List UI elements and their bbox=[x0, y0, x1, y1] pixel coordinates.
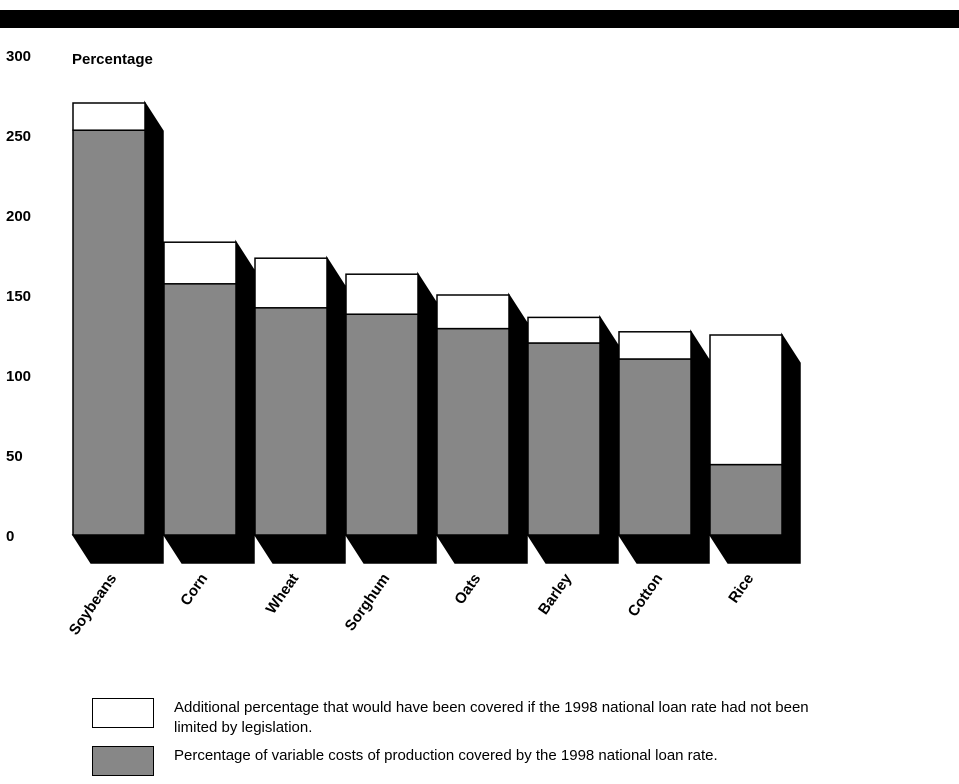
bar-additional bbox=[254, 257, 328, 309]
x-category-label: Oats bbox=[451, 571, 484, 608]
x-axis-categories: Soybeans Corn Wheat Sorghum Oats Barley Cotton… bbox=[66, 570, 758, 638]
y-tick-label: 100 bbox=[6, 368, 31, 385]
bar-additional bbox=[618, 331, 692, 360]
bar-additional bbox=[72, 102, 146, 131]
y-tick-label: 300 bbox=[6, 48, 31, 65]
legend-swatch-white bbox=[92, 698, 154, 728]
bar-additional bbox=[436, 294, 510, 330]
bar-additional bbox=[709, 334, 783, 466]
bar-covered bbox=[618, 358, 692, 536]
bar-covered bbox=[72, 129, 146, 536]
bars bbox=[71, 100, 801, 564]
bar-covered bbox=[436, 327, 510, 536]
bar-chart: Percentage 0 50 100 150 200 250 300 Soybeans Co… bbox=[6, 48, 801, 638]
x-category-label: Sorghum bbox=[342, 571, 394, 635]
bar-covered bbox=[527, 342, 601, 536]
y-axis-title: Percentage bbox=[72, 51, 153, 68]
bar-covered bbox=[163, 283, 237, 536]
y-tick-label: 50 bbox=[6, 448, 23, 465]
bar-covered bbox=[254, 307, 328, 536]
y-tick-label: 150 bbox=[6, 288, 31, 305]
x-category-label: Wheat bbox=[263, 571, 303, 618]
x-category-label: Corn bbox=[177, 571, 211, 609]
legend-swatch-gray bbox=[92, 746, 154, 776]
y-tick-label: 250 bbox=[6, 128, 31, 145]
legend-label-additional: Additional percentage that would have be… bbox=[174, 699, 809, 736]
x-category-label: Soybeans bbox=[66, 571, 121, 639]
x-category-label: Cotton bbox=[625, 571, 667, 620]
bar-covered bbox=[345, 313, 419, 536]
header-bar bbox=[0, 10, 959, 28]
bar-additional bbox=[163, 241, 237, 285]
y-tick-label: 0 bbox=[6, 528, 14, 545]
x-category-label: Rice bbox=[725, 571, 757, 607]
y-tick-label: 200 bbox=[6, 208, 31, 225]
x-category-label: Barley bbox=[535, 570, 576, 618]
bar-covered bbox=[709, 463, 783, 536]
bar-additional bbox=[345, 273, 419, 315]
bar-additional bbox=[527, 316, 601, 344]
legend-label-covered: Percentage of variable costs of producti… bbox=[174, 747, 718, 764]
y-axis-ticks: 0 50 100 150 200 250 300 bbox=[6, 48, 31, 545]
